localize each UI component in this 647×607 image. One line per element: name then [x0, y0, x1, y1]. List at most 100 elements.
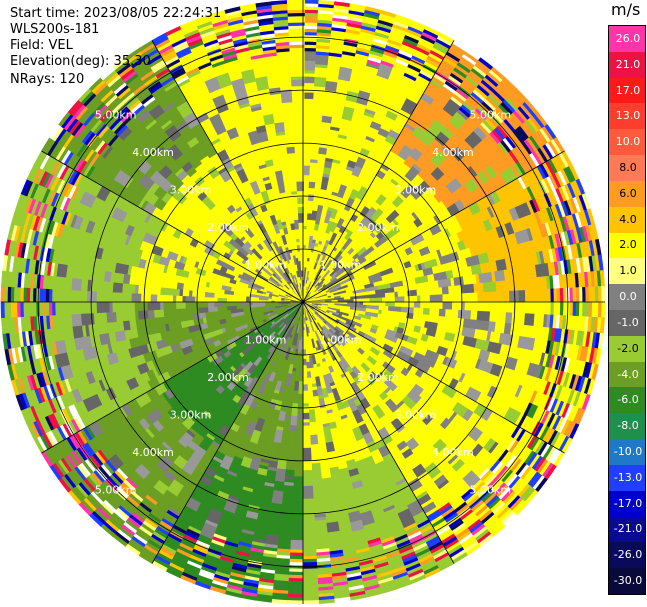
- ppi-cell: [185, 301, 199, 309]
- ppi-cell: [313, 538, 330, 551]
- ppi-cell: [531, 301, 539, 316]
- ppi-cell: [483, 301, 491, 314]
- ppi-cell: [54, 300, 69, 316]
- ppi-cell: [301, 425, 311, 436]
- ppi-cell: [578, 287, 584, 304]
- ppi-cell: [442, 294, 447, 303]
- ppi-cell: [301, 549, 317, 554]
- ppi-cell: [301, 552, 317, 557]
- ppi-cell: [445, 293, 456, 304]
- ppi-cell: [301, 466, 313, 471]
- ppi-cell: [301, 527, 316, 532]
- ppi-cell: [302, 0, 321, 5]
- ppi-cell: [301, 511, 315, 522]
- ppi-cell: [302, 60, 318, 71]
- ppi-cell: [501, 279, 513, 293]
- ppi-cell: [111, 300, 123, 313]
- ppi-cell: [480, 292, 485, 304]
- ppi-cell: [172, 294, 177, 303]
- ppi-cell: [420, 295, 428, 303]
- ppi-cell: [527, 277, 539, 292]
- ppi-cell: [301, 561, 318, 567]
- ppi-cell: [477, 292, 482, 304]
- ppi-cell: [302, 419, 310, 424]
- ppi-cell: [301, 520, 316, 529]
- ppi-cell: [426, 294, 431, 304]
- ppi-cell: [495, 280, 504, 294]
- ppi-cell: [285, 599, 304, 605]
- ppi-cell: [96, 289, 104, 303]
- ppi-cell: [483, 291, 498, 304]
- ppi-cell: [508, 290, 520, 304]
- ppi-cell: [496, 290, 510, 304]
- ppi-cell: [302, 91, 316, 100]
- ppi-cell: [93, 311, 105, 325]
- ppi-cell: [536, 276, 548, 292]
- ppi-cell: [311, 488, 324, 500]
- ppi-cell: [291, 495, 304, 503]
- ppi-cell: [429, 294, 444, 303]
- ppi-cell: [601, 285, 606, 304]
- ppi-cell: [467, 292, 479, 304]
- ppi-cell: [476, 282, 485, 295]
- ppi-cell: [302, 412, 310, 420]
- ppi-cell: [108, 300, 113, 313]
- ppi-cell: [511, 279, 520, 293]
- ppi-cell: [48, 300, 53, 316]
- ppi-cell: [301, 434, 312, 449]
- ppi-cell: [162, 301, 177, 310]
- ppi-cell: [550, 288, 555, 304]
- ppi-cell: [128, 309, 136, 321]
- ppi-cell: [301, 530, 316, 538]
- ppi-cell: [288, 539, 304, 551]
- ppi-cell: [600, 301, 606, 320]
- ppi-cell: [73, 300, 82, 315]
- ppi-cell: [134, 300, 148, 312]
- ppi-cell: [301, 447, 312, 462]
- ppi-cell: [301, 577, 318, 583]
- ppi-cell: [302, 75, 317, 84]
- ppi-cell: [302, 50, 318, 62]
- ppi-cell: [302, 82, 316, 93]
- ppi-cell: [22, 300, 28, 317]
- ppi-cell: [312, 519, 328, 535]
- ppi-cell: [96, 300, 110, 314]
- ppi-cell: [301, 460, 313, 468]
- ppi-cell: [0, 300, 5, 319]
- ppi-cell: [301, 485, 314, 500]
- ppi-cell: [553, 288, 558, 304]
- ppi-cell: [70, 312, 83, 327]
- ppi-cell: [0, 284, 6, 303]
- ppi-cell: [80, 288, 88, 303]
- ppi-cell: [175, 300, 186, 310]
- ppi-cell: [38, 300, 44, 317]
- ppi-cell: [80, 300, 91, 314]
- ppi-cell: [67, 300, 75, 315]
- ppi-cell: [528, 289, 539, 304]
- ppi-cell: [301, 469, 313, 484]
- ppi-cell: [416, 295, 421, 303]
- ppi-cell: [159, 301, 164, 310]
- ppi-cell: [115, 310, 124, 322]
- ppi-cell: [51, 300, 56, 316]
- ppi-cell: [301, 498, 315, 513]
- ppi-cell: [146, 300, 161, 311]
- ppi-cell: [537, 288, 552, 304]
- ppi-cell: [121, 309, 130, 322]
- ppi-cell: [105, 310, 117, 323]
- ppi-cell: [311, 497, 325, 509]
- ppi-cell: [301, 600, 320, 605]
- ppi-cell: [480, 301, 485, 313]
- ppi-cell: [562, 287, 568, 304]
- ppi-cell: [518, 290, 526, 304]
- ppi-cell: [524, 289, 530, 304]
- ppi-cell: [489, 301, 495, 314]
- ppi-cell: [289, 526, 304, 538]
- ppi-cell: [517, 278, 529, 293]
- ppi-cell: [301, 536, 317, 551]
- ppi-cell: [121, 300, 136, 312]
- ppi-cell: [302, 110, 315, 119]
- ppi-cell: [292, 479, 304, 487]
- ppi-cell: [302, 145, 313, 151]
